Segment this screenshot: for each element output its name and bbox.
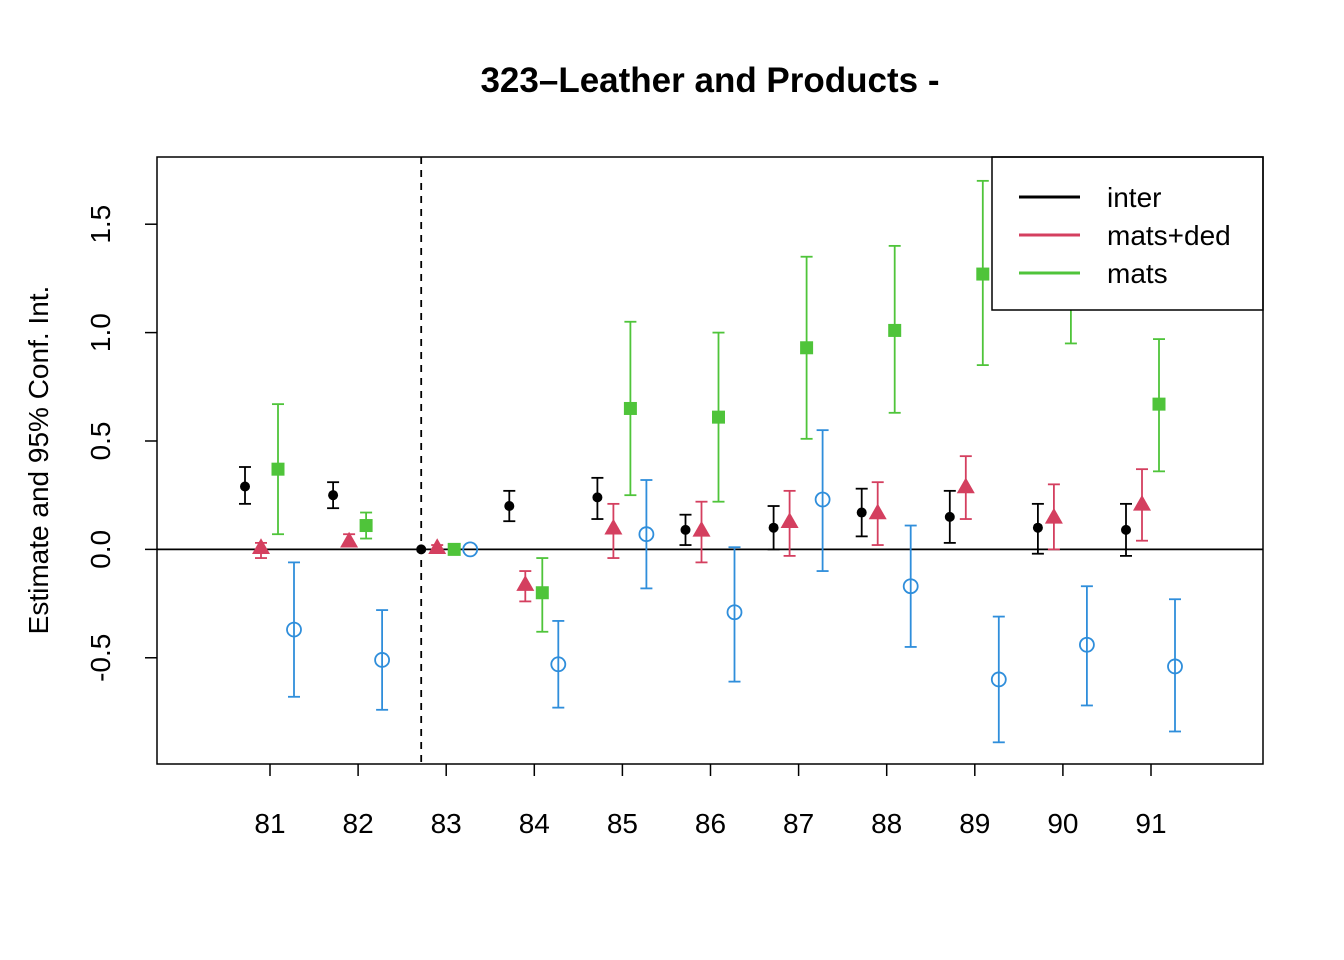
point-marker: [592, 492, 603, 503]
x-tick-label: 82: [343, 808, 374, 839]
x-axis: 81 82 83 84 85 86 87 88 89 90 91: [254, 764, 1167, 839]
x-tick-label: 85: [607, 808, 638, 839]
point-marker: [976, 267, 990, 281]
y-tick-label: 1.0: [85, 313, 116, 352]
plot-frame: [156, 156, 1264, 765]
x-tick-label: 81: [254, 808, 285, 839]
point-marker: [535, 586, 549, 600]
point-marker: [516, 575, 535, 591]
point-marker: [1121, 524, 1131, 535]
point-marker: [902, 578, 919, 595]
x-tick-label: 90: [1047, 808, 1078, 839]
x-tick-label: 89: [959, 808, 990, 839]
x-tick-label: 88: [871, 808, 902, 839]
point-marker: [1167, 658, 1183, 675]
y-tick-label: 0.5: [85, 422, 116, 461]
point-marker: [240, 481, 250, 492]
point-marker: [692, 520, 711, 537]
point-marker: [286, 621, 302, 638]
point-marker: [340, 531, 359, 548]
point-marker: [638, 526, 655, 543]
point-marker: [623, 401, 637, 415]
point-marker: [252, 538, 270, 554]
point-marker: [680, 524, 691, 535]
series-inter: [239, 466, 1132, 557]
x-tick-label: 84: [519, 808, 550, 839]
point-marker: [428, 538, 447, 554]
point-marker: [271, 462, 285, 476]
point-marker: [504, 501, 515, 512]
chart-title: 323–Leather and Products -: [480, 61, 939, 100]
point-marker: [462, 541, 479, 558]
point-marker: [416, 544, 427, 555]
plot-area: [157, 157, 1263, 764]
point-marker: [814, 491, 831, 508]
point-marker: [768, 522, 779, 533]
point-marker: [1079, 636, 1095, 653]
point-marker: [780, 512, 799, 528]
point-marker: [1044, 507, 1063, 524]
y-tick-label: 1.5: [85, 205, 116, 244]
point-marker: [800, 341, 814, 355]
series-unlabeled: [286, 429, 1183, 744]
point-marker: [328, 490, 339, 501]
point-marker: [990, 671, 1007, 688]
point-marker: [868, 503, 887, 520]
point-marker: [1032, 522, 1043, 533]
series-mats: [271, 179, 1166, 633]
point-marker: [856, 507, 867, 518]
y-axis-label: Estimate and 95% Conf. Int.: [23, 286, 54, 635]
point-marker: [712, 410, 725, 424]
series-mats-ded: [252, 455, 1151, 603]
legend-label: inter: [1107, 182, 1161, 213]
y-tick-label: -0.5: [85, 634, 116, 682]
legend-label: mats+ded: [1107, 220, 1231, 251]
legend-label: mats: [1107, 258, 1168, 289]
point-marker: [550, 656, 567, 673]
point-marker: [1133, 494, 1151, 511]
x-tick-label: 87: [783, 808, 814, 839]
point-marker: [888, 323, 902, 337]
x-tick-label: 83: [431, 808, 462, 839]
point-marker: [1152, 397, 1166, 411]
point-marker: [956, 477, 975, 494]
point-marker: [359, 519, 373, 533]
x-tick-label: 91: [1135, 808, 1166, 839]
y-tick-label: 0.0: [85, 530, 116, 569]
legend: inter mats+ded mats: [991, 156, 1264, 311]
point-marker: [944, 511, 955, 522]
x-tick-label: 86: [695, 808, 726, 839]
point-marker: [447, 542, 461, 556]
point-marker: [374, 652, 391, 668]
y-axis: -0.5 0.0 0.5 1.0 1.5: [85, 205, 157, 682]
point-marker: [604, 518, 623, 535]
point-marker: [726, 604, 743, 621]
